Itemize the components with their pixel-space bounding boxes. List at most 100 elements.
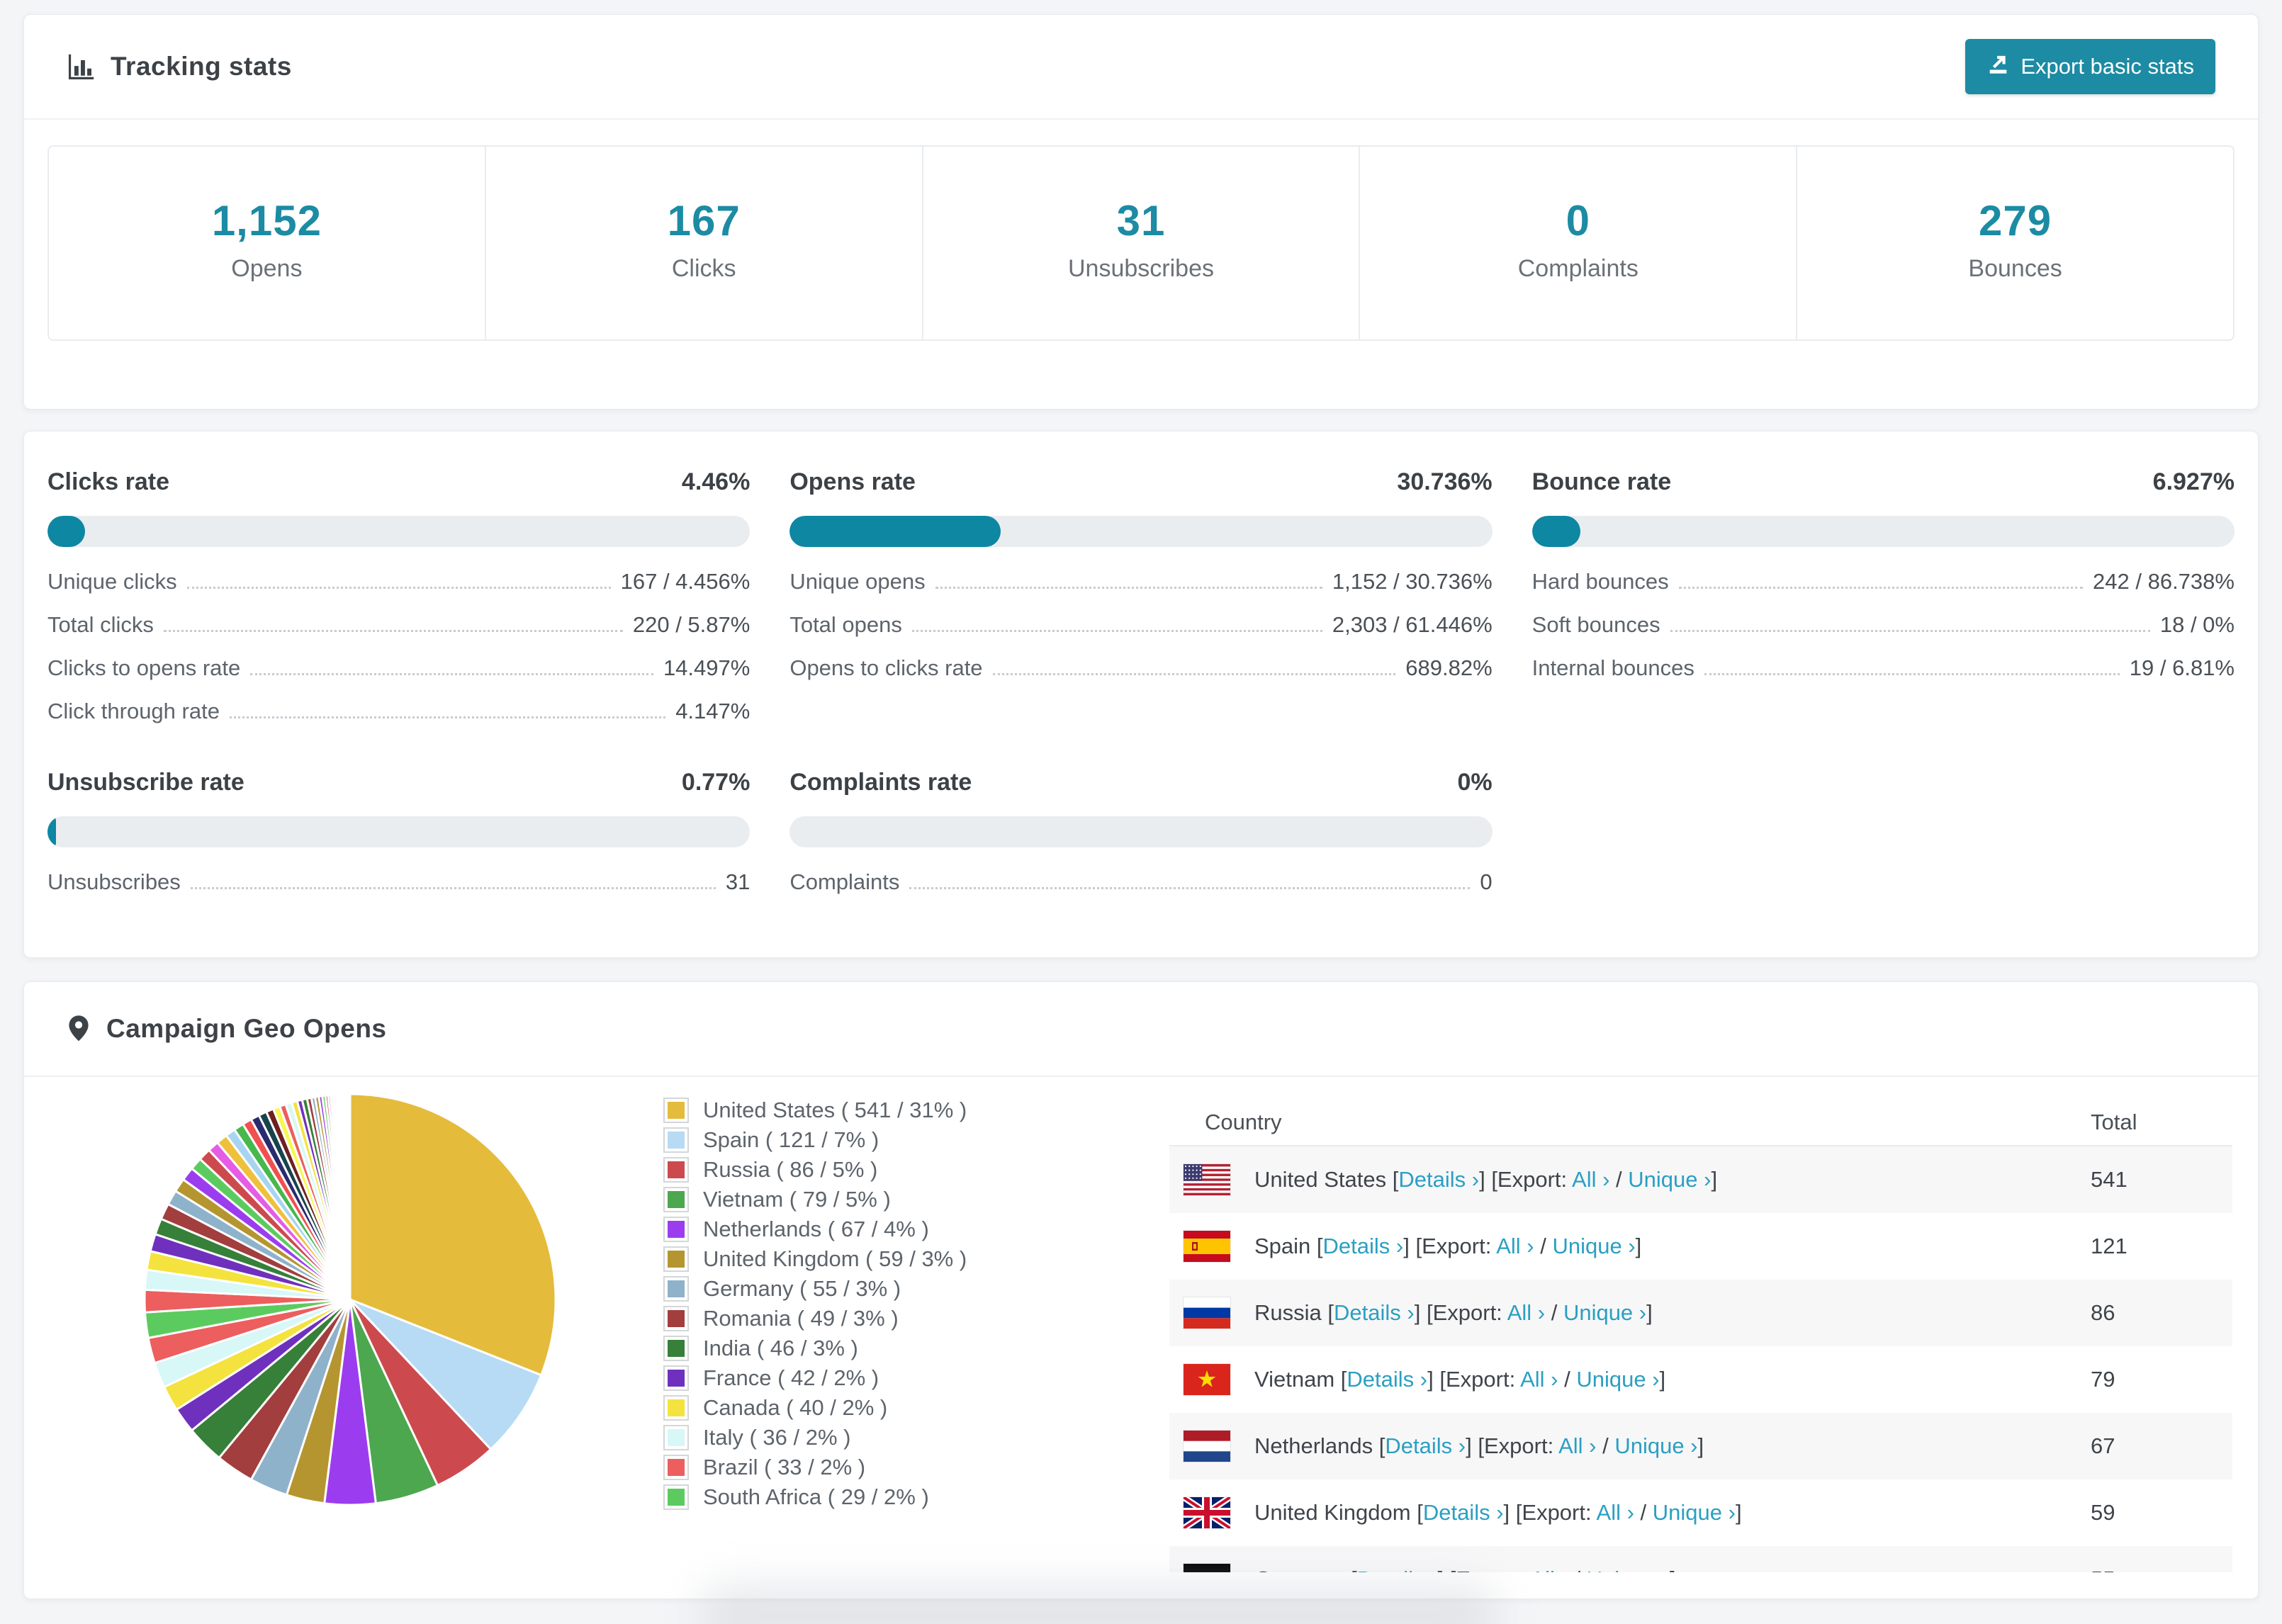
metric-header: Unsubscribe rate 0.77% (47, 769, 750, 796)
legend-color-swatch (663, 1246, 689, 1272)
bracket-close: ] (1403, 1234, 1410, 1258)
dotted-leader (992, 673, 1396, 676)
metric-stat-label: Total opens (789, 612, 902, 638)
export-all-link[interactable]: All › (1572, 1167, 1610, 1192)
progress-fill (1531, 516, 1581, 547)
bracket-close-2: ] (1670, 1567, 1676, 1572)
country-name: Germany (1254, 1567, 1344, 1572)
legend-item: Italy ( 36 / 2% ) (663, 1423, 996, 1453)
slash-separator: / (1634, 1500, 1653, 1525)
progress-fill (47, 816, 56, 848)
export-unique-link[interactable]: Unique › (1563, 1300, 1647, 1325)
legend-color-swatch (663, 1336, 689, 1361)
legend-color-swatch (663, 1098, 689, 1123)
map-marker-icon (67, 1013, 91, 1044)
metric-header: Complaints rate 0% (789, 769, 1492, 796)
export-all-link[interactable]: All › (1530, 1567, 1568, 1572)
metric-stat-row: Unique clicks 167 / 4.456% (47, 569, 751, 594)
details-link[interactable]: Details › (1385, 1433, 1466, 1458)
export-all-link[interactable]: All › (1558, 1433, 1597, 1458)
summary-stat-complaints: 0 Complaints (1360, 147, 1798, 339)
export-prefix: [Export: (1450, 1567, 1526, 1572)
progress-bar (789, 516, 1493, 547)
details-link[interactable]: Details › (1422, 1500, 1504, 1525)
metric-stat-value: 167 / 4.456% (620, 569, 751, 594)
export-all-link[interactable]: All › (1507, 1300, 1546, 1325)
geo-table-row: United States [Details ›] [Export: All ›… (1169, 1146, 2232, 1213)
dotted-leader (250, 673, 653, 676)
legend-item: Russia ( 86 / 5% ) (663, 1155, 996, 1185)
progress-bar (47, 816, 751, 848)
legend-item: United Kingdom ( 59 / 3% ) (663, 1244, 996, 1274)
legend-label: United States ( 541 / 31% ) (703, 1098, 967, 1122)
export-prefix: [Export: (1491, 1167, 1568, 1192)
legend-color-swatch (663, 1217, 689, 1242)
legend-label: South Africa ( 29 / 2% ) (703, 1484, 929, 1509)
export-prefix: [Export: (1426, 1300, 1502, 1325)
export-unique-link[interactable]: Unique › (1628, 1167, 1712, 1192)
legend-item: Spain ( 121 / 7% ) (663, 1125, 996, 1155)
metric-value: 4.46% (681, 468, 751, 495)
country-flag-gb-icon (1184, 1497, 1230, 1528)
bracket-open: [ (1316, 1234, 1323, 1258)
geo-legend: United States ( 541 / 31% ) Spain ( 121 /… (663, 1095, 996, 1512)
country-name: United Kingdom (1254, 1500, 1411, 1525)
legend-label: Vietnam ( 79 / 5% ) (703, 1187, 891, 1212)
legend-item: South Africa ( 29 / 2% ) (663, 1482, 996, 1512)
metric-stat-label: Clicks to opens rate (47, 655, 241, 681)
country-flag-us-icon (1184, 1164, 1230, 1195)
slash-separator: / (1545, 1300, 1563, 1325)
metric-stat-value: 31 (725, 869, 751, 895)
bracket-open: [ (1327, 1300, 1334, 1325)
details-link[interactable]: Details › (1334, 1300, 1415, 1325)
country-total: 541 (2091, 1167, 2128, 1192)
legend-color-swatch (663, 1395, 689, 1421)
details-link[interactable]: Details › (1347, 1367, 1428, 1392)
export-unique-link[interactable]: Unique › (1614, 1433, 1698, 1458)
dotted-leader (163, 630, 623, 633)
progress-bar (1531, 516, 2235, 547)
metric-opens-rate: Opens rate 30.736% Unique opens 1,152 / 30.… (789, 468, 1493, 723)
metric-value: 30.736% (1397, 468, 1493, 495)
metric-stat-value: 4.147% (675, 699, 751, 724)
geo-table-header: Country Total (1169, 1100, 2232, 1146)
details-link[interactable]: Details › (1357, 1567, 1438, 1572)
metric-stat-label: Soft bounces (1531, 612, 1660, 638)
metric-stat-row: Unsubscribes 31 (47, 870, 750, 894)
export-all-link[interactable]: All › (1596, 1500, 1634, 1525)
country-name: Spain (1254, 1234, 1311, 1258)
export-unique-link[interactable]: Unique › (1552, 1234, 1636, 1258)
bracket-close-2: ] (1735, 1500, 1742, 1525)
country-total: 79 (2091, 1367, 2115, 1392)
geo-header: Campaign Geo Opens (24, 982, 2258, 1077)
country-name: Vietnam (1254, 1367, 1335, 1392)
dotted-leader (1670, 630, 2150, 633)
metric-stat-value: 18 / 0% (2159, 612, 2235, 638)
export-all-link[interactable]: All › (1520, 1367, 1558, 1392)
export-basic-stats-button[interactable]: Export basic stats (1965, 39, 2215, 94)
export-unique-link[interactable]: Unique › (1587, 1567, 1670, 1572)
details-link[interactable]: Details › (1398, 1167, 1480, 1192)
legend-item: Brazil ( 33 / 2% ) (663, 1453, 996, 1482)
export-all-link[interactable]: All › (1496, 1234, 1534, 1258)
legend-color-swatch (663, 1365, 689, 1391)
stat-label: Bounces (1968, 255, 2062, 282)
country-total: 59 (2091, 1500, 2115, 1525)
dotted-leader (911, 630, 1322, 633)
legend-color-swatch (663, 1157, 689, 1183)
metric-stat-row: Soft bounces 18 / 0% (1531, 612, 2235, 638)
legend-label: France ( 42 / 2% ) (703, 1365, 879, 1390)
export-unique-link[interactable]: Unique › (1652, 1500, 1736, 1525)
country-flag-vn-icon (1184, 1364, 1230, 1395)
metric-title: Clicks rate (47, 468, 169, 495)
metric-stat-value: 1,152 / 30.736% (1332, 569, 1493, 594)
export-prefix: [Export: (1415, 1234, 1492, 1258)
legend-color-swatch (663, 1455, 689, 1480)
slash-separator: / (1558, 1367, 1577, 1392)
details-link[interactable]: Details › (1322, 1234, 1404, 1258)
legend-color-swatch (663, 1127, 689, 1153)
export-unique-link[interactable]: Unique › (1576, 1367, 1660, 1392)
legend-label: Netherlands ( 67 / 4% ) (703, 1217, 929, 1241)
pie-slice (349, 1093, 557, 1377)
column-header-country: Country (1205, 1110, 1282, 1134)
